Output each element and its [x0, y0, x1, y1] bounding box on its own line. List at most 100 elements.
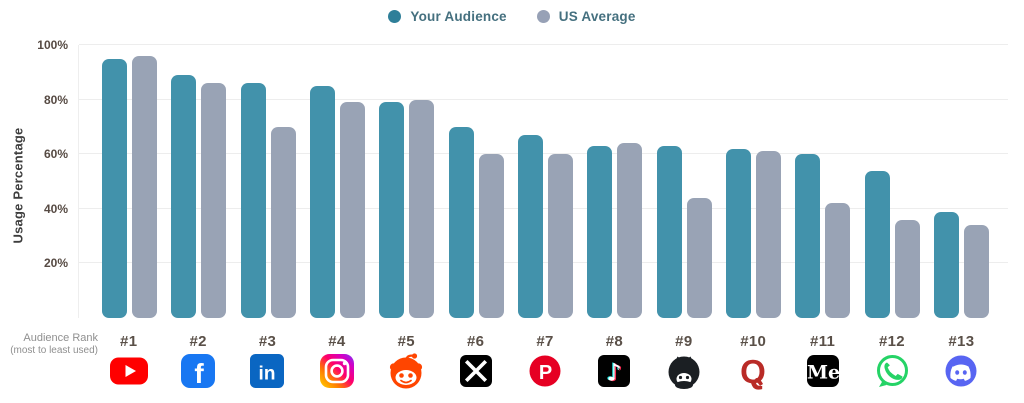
bar-group-whatsapp — [857, 45, 926, 318]
bar-group-tiktok — [580, 45, 649, 318]
icon-cell: in — [233, 352, 302, 390]
reddit-icon — [387, 352, 425, 390]
rank-cell: #6 — [441, 333, 510, 350]
bar-group-instagram — [303, 45, 372, 318]
platform-icons-row: f in P ♪ ♪ ♪ Q Me — [78, 352, 1008, 390]
y-tick-label-100: 100% — [37, 38, 68, 52]
svg-text:f: f — [194, 358, 204, 389]
rank-cell: #12 — [857, 333, 926, 350]
facebook-icon: f — [179, 352, 217, 390]
gridline-60 — [79, 153, 1008, 155]
quora-icon: Q — [734, 352, 772, 390]
bar-us-average-rank11 — [825, 203, 851, 318]
bar-your-audience-rank6 — [448, 127, 474, 318]
rank-label-4: #4 — [328, 333, 346, 350]
bar-us-average-rank3 — [270, 127, 296, 318]
bar-us-average-rank10 — [755, 151, 781, 318]
bar-your-audience-rank2 — [171, 75, 197, 318]
whatsapp-icon — [873, 352, 911, 390]
rank-cell: #8 — [580, 333, 649, 350]
bar-us-average-rank6 — [478, 154, 504, 318]
linkedin-icon: in — [248, 352, 286, 390]
rank-label-12: #12 — [879, 333, 905, 350]
x-axis-caption-line1: Audience Rank — [23, 332, 98, 344]
rank-label-8: #8 — [605, 333, 624, 350]
legend-label-us-average: US Average — [558, 9, 636, 24]
bar-group-medium — [788, 45, 857, 318]
svg-text:♪: ♪ — [608, 359, 623, 387]
bar-group-facebook — [164, 45, 233, 318]
icon-cell — [302, 352, 371, 390]
rank-label-3: #3 — [258, 333, 277, 350]
rank-cell: #9 — [649, 333, 718, 350]
bar-your-audience-rank5 — [379, 102, 405, 318]
bar-us-average-rank12 — [894, 220, 920, 318]
bar-us-average-rank1 — [132, 56, 158, 318]
bar-us-average-rank5 — [409, 100, 435, 318]
bar-your-audience-rank9 — [656, 146, 682, 318]
rank-cell: #11 — [788, 333, 857, 350]
rank-cell: #2 — [163, 333, 232, 350]
bar-us-average-rank2 — [201, 83, 227, 318]
bar-your-audience-rank8 — [587, 146, 613, 318]
icon-cell: Me — [788, 352, 857, 390]
y-tick-label-60: 60% — [43, 147, 68, 162]
svg-text:Me: Me — [807, 362, 840, 384]
legend-item-your-audience: Your Audience — [388, 9, 507, 24]
rank-cell: #13 — [927, 333, 996, 350]
rank-label-9: #9 — [675, 333, 693, 350]
icon-cell: ♪ ♪ ♪ — [580, 352, 649, 390]
icon-cell — [857, 352, 926, 390]
rank-label-5: #5 — [397, 333, 415, 350]
svg-text:♪: ♪ — [607, 359, 622, 387]
bar-group-quora — [719, 45, 788, 318]
icon-cell: Q — [719, 352, 788, 390]
rank-cell: #5 — [372, 333, 441, 350]
x-icon — [457, 352, 495, 390]
rank-label-1: #1 — [120, 333, 138, 350]
icon-cell: P — [510, 352, 579, 390]
x-axis-caption: Audience Rank (most to least used) — [0, 332, 98, 356]
rank-cell: #4 — [302, 333, 371, 350]
bar-group-linkedin — [234, 45, 303, 318]
svg-text:in: in — [259, 364, 276, 385]
rank-label-10: #10 — [740, 333, 767, 350]
bar-us-average-rank4 — [340, 102, 366, 318]
rank-cell: #1 — [94, 333, 163, 350]
gridline-20 — [79, 262, 1008, 264]
bars-row — [79, 45, 1008, 318]
y-tick-label-20: 20% — [43, 256, 68, 271]
youtube-icon — [109, 352, 148, 390]
y-tick-label-40: 40% — [43, 201, 68, 216]
bar-your-audience-rank12 — [864, 171, 890, 318]
plot-area — [78, 44, 1008, 318]
bar-your-audience-rank4 — [310, 86, 336, 318]
bar-group-discord — [927, 45, 996, 318]
bar-us-average-rank7 — [548, 154, 574, 318]
rank-label-6: #6 — [467, 333, 485, 350]
rank-label-13: #13 — [948, 333, 975, 350]
icon-cell — [441, 352, 510, 390]
bar-group-github — [650, 45, 719, 318]
us-average-dot-icon — [536, 10, 550, 23]
tiktok-icon: ♪ ♪ ♪ — [595, 352, 633, 390]
icon-cell — [372, 352, 441, 390]
x-axis-caption-line2: (most to least used) — [10, 344, 98, 356]
y-axis-title: Usage Percentage — [10, 127, 26, 244]
bar-group-reddit — [372, 45, 441, 318]
icon-cell: f — [163, 352, 232, 390]
gridline-80 — [79, 98, 1008, 100]
bar-us-average-rank8 — [617, 143, 643, 318]
gridline-40 — [79, 207, 1008, 209]
rank-label-2: #2 — [189, 333, 207, 350]
bar-group-x-twitter- — [442, 45, 511, 318]
y-tick-label-80: 80% — [43, 92, 68, 107]
your-audience-dot-icon — [388, 10, 402, 23]
gridline-100 — [79, 44, 1008, 45]
svg-text:P: P — [539, 362, 552, 384]
icon-cell — [94, 352, 163, 390]
bar-group-youtube — [95, 45, 164, 318]
bar-us-average-rank9 — [686, 198, 712, 318]
icon-cell — [649, 352, 718, 390]
